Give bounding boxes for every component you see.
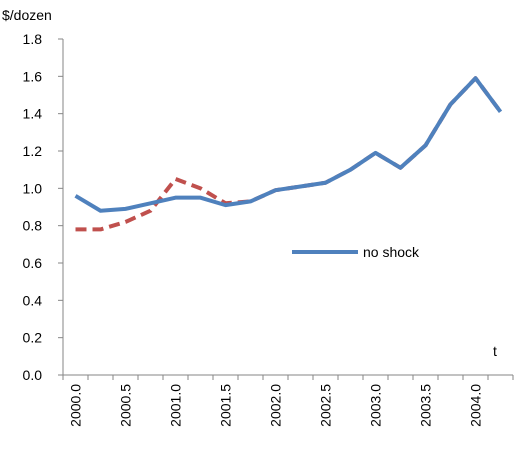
x-tick-label: 2000.0 [68, 384, 84, 427]
y-axis-label: $/dozen [2, 7, 52, 23]
x-tick-label: 2000.5 [118, 384, 134, 427]
x-tick-label: 2004.0 [468, 384, 484, 427]
y-tick-label: 1.6 [23, 68, 43, 84]
legend-label: no shock [363, 244, 420, 260]
x-tick-label: 2001.0 [168, 384, 184, 427]
y-tick-label: 1.2 [23, 143, 43, 159]
y-tick-label: 0.2 [23, 330, 43, 346]
y-tick-label: 0.6 [23, 255, 43, 271]
y-tick-label: 0.4 [23, 292, 43, 308]
series-line [74, 76, 503, 213]
y-tick-label: 0.8 [23, 218, 43, 234]
x-tick-label: 2003.5 [418, 384, 434, 427]
x-tick-label: 2002.0 [268, 384, 284, 427]
y-tick-label: 0.0 [23, 367, 43, 383]
y-tick-label: 1.0 [23, 180, 43, 196]
x-tick-label: 2003.0 [368, 384, 384, 427]
y-tick-label: 1.4 [23, 106, 43, 122]
x-tick-label: 2002.5 [318, 384, 334, 427]
x-tick-label: 2001.5 [218, 384, 234, 427]
y-tick-label: 1.8 [23, 31, 43, 47]
x-axis-label: t [493, 343, 497, 359]
